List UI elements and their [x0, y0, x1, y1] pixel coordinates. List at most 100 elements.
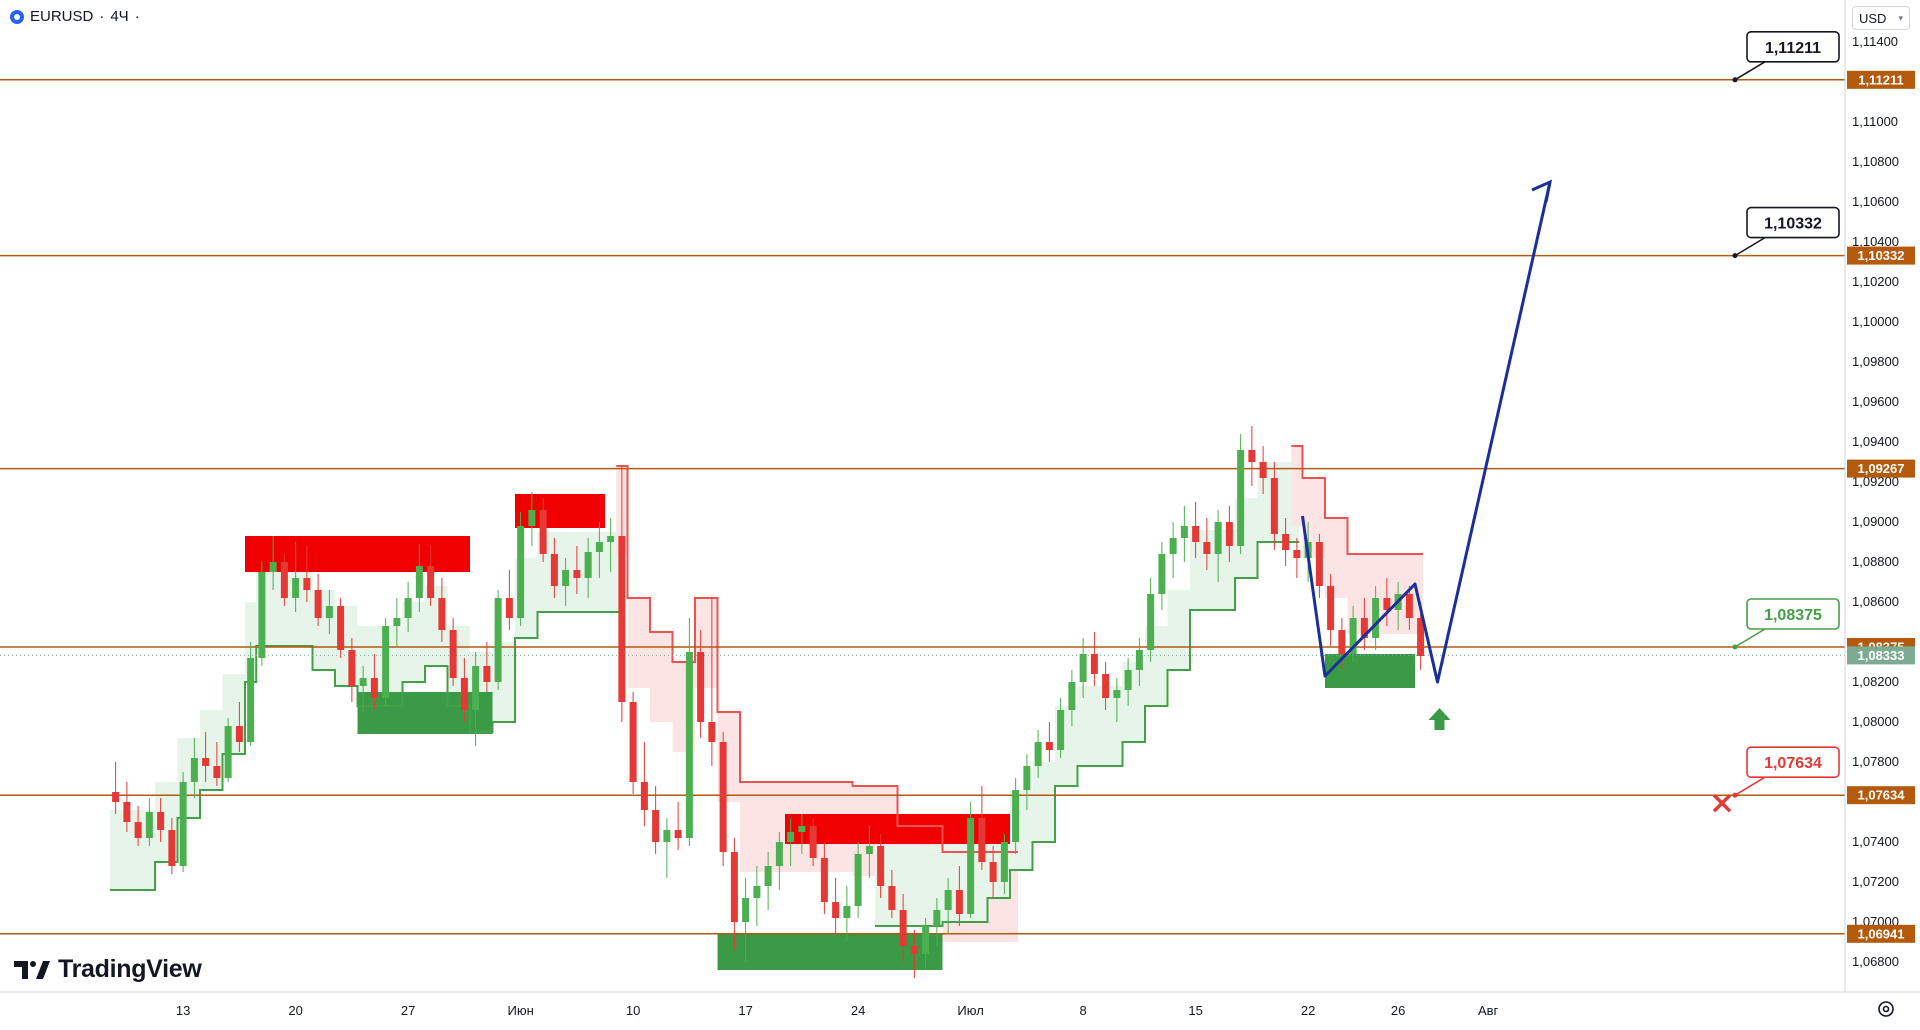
status-dot: · [134, 8, 140, 25]
candle-body [1158, 554, 1166, 594]
trailing-lines [110, 445, 1423, 927]
candle-body [1034, 742, 1042, 766]
candle-body [179, 782, 187, 866]
candle-body [1135, 650, 1143, 670]
callouts: 1,11211 1,10332 1,08375 1,07634 [1712, 30, 1840, 813]
price-tick-label: 1,08600 [1852, 594, 1899, 609]
currency-select[interactable]: USD ▾ [1852, 6, 1910, 30]
candle-body [1360, 618, 1368, 638]
candle-body [303, 578, 311, 590]
candle-body [742, 898, 750, 922]
callout-box[interactable] [1746, 746, 1840, 779]
symbol-header[interactable]: EURUSD · 4Ч · [10, 8, 140, 25]
interval-label[interactable]: 4Ч [110, 8, 129, 25]
price-tick-label: 1,07800 [1852, 754, 1899, 769]
candle-body [1012, 790, 1020, 842]
price-tick-label: 1,09600 [1852, 394, 1899, 409]
candle-body [359, 678, 367, 686]
candle-body [1315, 542, 1323, 586]
callout-pointer [1734, 236, 1766, 257]
candle-body [877, 846, 885, 886]
level-price-box[interactable] [1847, 786, 1915, 805]
candle-body [584, 552, 592, 578]
date-tick-label: 10 [626, 1003, 640, 1018]
candle-body [989, 862, 997, 882]
price-tick-label: 1,07400 [1852, 834, 1899, 849]
trailing-support-line-2 [875, 541, 1300, 927]
price-tick-label: 1,09200 [1852, 474, 1899, 489]
price-tick-label: 1,11000 [1852, 114, 1898, 129]
globe-icon [10, 9, 24, 24]
gear-icon[interactable] [1875, 998, 1897, 1020]
date-tick-label: Июл [957, 1003, 983, 1018]
date-tick-label: Июн [507, 1003, 533, 1018]
callout-box[interactable] [1746, 598, 1840, 630]
candle-body [1113, 690, 1121, 698]
candle-body [404, 598, 412, 618]
candle-body [427, 566, 435, 598]
candle-body [595, 542, 603, 552]
candle-body [1214, 522, 1222, 554]
date-tick-label: 27 [401, 1003, 415, 1018]
candle-body [112, 792, 120, 802]
logo-text: TradingView [58, 955, 202, 983]
candle-body [1057, 710, 1065, 750]
candle-body [832, 902, 840, 918]
level-price-box[interactable] [1847, 459, 1915, 478]
candle-body [787, 832, 795, 842]
candle-body [652, 810, 660, 842]
candle-body [1180, 526, 1188, 538]
trailing-resistance-line [616, 465, 1018, 853]
price-tick-label: 1,11400 [1852, 34, 1898, 49]
candle-body [190, 758, 198, 782]
up-arrow-icon [1428, 708, 1451, 730]
trailing-support-line-2-fill [1167, 590, 1190, 670]
candle-body [247, 658, 255, 742]
trailing-support-line-2-fill [1032, 762, 1055, 842]
candle-body [820, 858, 828, 902]
level-price-box[interactable] [1847, 246, 1915, 265]
candle-body [854, 854, 862, 906]
projection-path [1301, 179, 1553, 730]
candle-body [415, 566, 423, 598]
callout-pointer [1734, 628, 1766, 648]
candle-body [674, 830, 682, 838]
candle-body [1349, 618, 1357, 654]
trailing-resistance-line-fill [1010, 852, 1018, 942]
candle-body [370, 678, 378, 698]
callout-box[interactable] [1746, 206, 1840, 239]
price-tick-label: 1,08800 [1852, 554, 1899, 569]
supply-zone [245, 536, 470, 572]
candle-body [562, 570, 570, 586]
price-tick-label: 1,09000 [1852, 514, 1899, 529]
level-price-box[interactable] [1847, 924, 1915, 943]
currency-value: USD [1859, 10, 1887, 26]
candle-body [899, 910, 907, 946]
candle-body [1259, 462, 1267, 478]
callout-text: 1,11211 [1765, 40, 1821, 57]
candle-body [978, 818, 986, 862]
candle-body [449, 630, 457, 678]
level-price-box[interactable] [1847, 70, 1915, 89]
candle-body [393, 618, 401, 626]
current-price-box[interactable] [1847, 646, 1915, 665]
callout-text: 1,07634 [1764, 755, 1822, 772]
candle-body [1090, 654, 1098, 674]
candle-body [809, 826, 817, 858]
candle-body [1169, 538, 1177, 554]
date-tick-label: 24 [851, 1003, 865, 1018]
price-tick-label: 1,06800 [1852, 954, 1899, 969]
trailing-resistance-line-2-fill [1415, 554, 1423, 634]
tradingview-logo[interactable]: TradingView [14, 955, 202, 984]
candle-body [944, 890, 952, 910]
candle-body [573, 570, 581, 578]
candle-body [134, 822, 142, 838]
level-price-box-label: 1,11211 [1858, 72, 1904, 87]
symbol-name[interactable]: EURUSD [30, 8, 94, 25]
callout-pointer [1734, 61, 1766, 81]
callout-box[interactable] [1746, 30, 1840, 63]
candle-body [1124, 670, 1132, 690]
candle-body [1270, 478, 1278, 534]
candle-body [292, 578, 300, 598]
